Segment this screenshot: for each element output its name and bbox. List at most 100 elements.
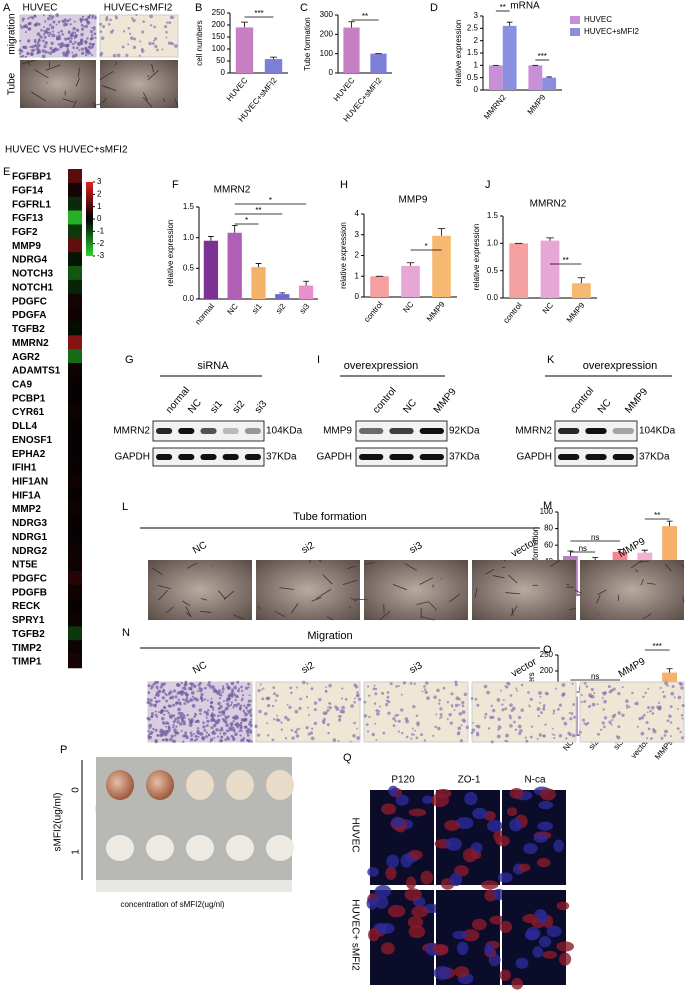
bar (227, 232, 242, 299)
cell (94, 15, 97, 18)
cell (257, 689, 261, 693)
tube (665, 563, 672, 572)
cell (194, 685, 197, 687)
cell (556, 941, 575, 952)
band (558, 428, 580, 434)
cell (378, 922, 395, 934)
cell (70, 37, 73, 40)
tube (233, 614, 245, 620)
cell (602, 691, 607, 696)
cell (591, 702, 596, 707)
cell (391, 816, 404, 829)
cell (240, 718, 245, 722)
cell (551, 733, 554, 736)
gene-label: HIF1A (12, 490, 41, 501)
tube (158, 590, 168, 601)
row-label: HUVEC+ sMFI2 (349, 899, 360, 971)
cell (188, 719, 193, 724)
cell (295, 734, 300, 738)
row-label: GAPDH (316, 452, 352, 463)
cell (244, 706, 248, 710)
cell (55, 35, 58, 38)
panel-label: I (317, 354, 320, 366)
lane-label: MMP9 (432, 386, 459, 416)
cell (150, 685, 154, 689)
cell (249, 714, 253, 717)
cell (600, 728, 603, 731)
cell (558, 703, 562, 707)
cell (246, 733, 250, 737)
panel-label: D (430, 2, 438, 14)
cell (617, 711, 621, 715)
cell (179, 722, 183, 726)
cell (681, 703, 685, 708)
cell (42, 14, 45, 17)
heatmap-cell (68, 584, 82, 599)
gene-label: PDGFC (12, 296, 47, 307)
cell (587, 704, 591, 709)
cell (181, 686, 185, 690)
band (359, 428, 384, 434)
cell (241, 689, 244, 693)
cell (57, 20, 61, 24)
cell (295, 728, 299, 731)
cell (85, 18, 88, 22)
panel-label: N (122, 627, 130, 639)
cell (154, 705, 157, 708)
row-label: GAPDH (114, 452, 150, 463)
cell (138, 54, 141, 57)
y-tick-label: 150 (212, 32, 226, 41)
heatmap-cell (68, 529, 82, 544)
cell (635, 701, 639, 706)
cell (80, 47, 84, 51)
tissue (226, 835, 254, 861)
cell (232, 706, 235, 709)
cell (442, 686, 446, 690)
cell (170, 734, 174, 738)
cell (509, 787, 524, 799)
chart-title: MMRN2 (530, 199, 567, 210)
y-axis-label: Tube formation (303, 17, 312, 71)
cell (373, 684, 376, 687)
band (612, 428, 634, 434)
cell (353, 701, 356, 704)
cell (25, 25, 28, 29)
cell (219, 732, 222, 735)
cell (572, 703, 576, 706)
bar (502, 25, 517, 90)
cell (568, 711, 571, 714)
heatmap-cell (68, 570, 82, 586)
micrograph (256, 560, 360, 620)
cell (222, 712, 226, 716)
cell (337, 715, 340, 718)
error-bar (437, 228, 446, 236)
cell (81, 51, 85, 55)
cell (202, 721, 205, 725)
cell (677, 695, 682, 700)
cell (459, 739, 464, 743)
cell (73, 20, 76, 23)
cell (456, 941, 469, 956)
cell (353, 721, 356, 725)
cell (424, 690, 428, 694)
tube (166, 606, 174, 614)
y-tick-label: 2 (355, 251, 360, 260)
cell (210, 712, 214, 716)
cell (226, 697, 230, 702)
cell (260, 688, 263, 691)
cell (472, 807, 488, 820)
tube (182, 600, 191, 606)
y-tick-label: 0.0 (183, 294, 195, 303)
cell (524, 930, 539, 941)
cell (218, 710, 221, 714)
cell (301, 680, 306, 685)
cell (580, 693, 583, 696)
tube (420, 616, 435, 621)
cell (194, 712, 197, 715)
cell (116, 53, 121, 58)
cell (232, 736, 235, 739)
heatmap-cell (68, 432, 82, 447)
cell (180, 681, 183, 685)
cell (528, 704, 531, 707)
